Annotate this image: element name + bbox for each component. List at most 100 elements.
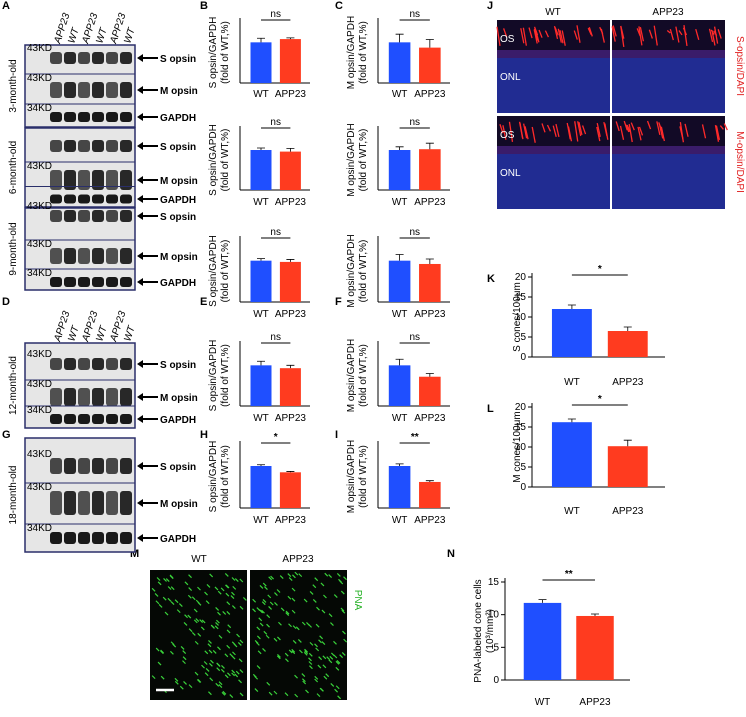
blot-band	[120, 112, 132, 122]
pna-stain	[165, 578, 170, 583]
y-tick-label: 5	[520, 332, 526, 343]
blot-band	[92, 414, 104, 424]
y-axis-label: (fold of WT,%)	[220, 445, 231, 508]
cone-stain	[520, 28, 525, 44]
pna-stain	[201, 664, 205, 669]
blot-band	[78, 194, 90, 204]
blot-band	[92, 210, 104, 222]
pna-stain	[256, 626, 261, 631]
pna-stain	[210, 624, 215, 629]
bar	[607, 446, 648, 487]
pna-stain	[341, 651, 346, 656]
x-tick-label: APP23	[414, 413, 446, 424]
cone-stain	[625, 124, 630, 133]
pna-stain	[188, 587, 193, 592]
pna-stain	[188, 574, 192, 579]
cone-stain	[533, 29, 538, 44]
pna-stain	[226, 601, 231, 606]
x-tick-label: WT	[535, 697, 551, 708]
error-bar	[567, 418, 576, 423]
cone-stain	[615, 121, 620, 132]
lane-label: WT	[94, 324, 110, 343]
bar	[279, 261, 301, 302]
blot-band	[78, 532, 90, 544]
pna-stain	[315, 647, 320, 652]
pna-stain	[261, 601, 266, 606]
pna-stain	[262, 582, 267, 587]
blot-band	[50, 170, 62, 190]
x-tick-label: WT	[253, 197, 269, 208]
cone-stain	[559, 30, 564, 44]
error-bar	[425, 142, 434, 150]
pna-stain	[316, 693, 321, 698]
blot-band	[92, 458, 104, 474]
pna-stain	[298, 573, 303, 578]
x-tick-label: APP23	[414, 309, 446, 320]
pna-stain	[154, 592, 159, 597]
blot-band	[92, 140, 104, 152]
panel-letter: N	[447, 548, 455, 560]
pna-stain	[277, 636, 281, 641]
blot-band	[50, 458, 62, 474]
pna-stain	[335, 685, 340, 690]
arrow-head	[137, 176, 143, 184]
arrow-head	[137, 86, 143, 94]
pna-stain	[314, 643, 318, 648]
band-label: GAPDH	[160, 415, 196, 426]
pna-stain	[204, 650, 209, 655]
x-tick-label: WT	[392, 197, 408, 208]
cone-stain	[695, 28, 700, 41]
arrow-head	[137, 360, 143, 368]
x-tick-label: APP23	[612, 506, 644, 517]
x-tick-label: WT	[564, 506, 580, 517]
pna-stain	[252, 673, 257, 678]
pna-stain	[308, 657, 312, 662]
blot-band	[50, 140, 62, 152]
x-tick-label: APP23	[414, 515, 446, 526]
blot-band	[50, 358, 62, 370]
bar	[250, 365, 272, 406]
x-tick-label: APP23	[414, 89, 446, 100]
cone-stain	[524, 126, 529, 140]
pna-stain	[266, 614, 271, 619]
lane-label: WT	[94, 26, 110, 45]
band-label: S opsin	[160, 142, 196, 153]
significance-label: ns	[270, 227, 281, 238]
blot-band	[106, 414, 118, 424]
pna-stain	[164, 611, 169, 616]
pna-stain	[309, 665, 313, 670]
pna-stain	[170, 586, 175, 591]
pna-stain	[194, 640, 199, 645]
panel-letter: G	[2, 429, 11, 441]
pna-stain	[287, 573, 292, 577]
pna-stain	[268, 606, 273, 610]
pna-stain	[155, 647, 160, 652]
pna-stain	[196, 679, 201, 683]
cone-stain	[588, 27, 593, 37]
significance-label: *	[598, 394, 602, 405]
y-tick-label: 5	[493, 642, 499, 653]
pna-stain	[261, 609, 265, 614]
pna-stain	[294, 571, 299, 576]
cone-stain	[522, 123, 528, 139]
significance-label: ns	[270, 332, 281, 343]
pna-stain	[258, 609, 263, 614]
band-label: S opsin	[160, 212, 196, 223]
pna-stain	[314, 577, 319, 582]
pna-stain	[214, 586, 219, 591]
layer-label: OS	[500, 130, 515, 141]
blot-band	[50, 532, 62, 544]
blot-band	[120, 277, 132, 287]
bar	[250, 260, 272, 302]
pna-stain	[280, 607, 285, 612]
cone-stain	[566, 122, 571, 140]
blot-band	[106, 388, 118, 406]
x-tick-label: WT	[392, 89, 408, 100]
pna-stain	[218, 634, 223, 639]
cone-stain	[723, 123, 728, 131]
y-axis-label: (fold of WT,%)	[358, 21, 369, 84]
error-bar	[286, 148, 295, 152]
pna-stain	[318, 639, 322, 644]
pna-stain	[215, 682, 220, 687]
pna-stain	[169, 650, 174, 655]
